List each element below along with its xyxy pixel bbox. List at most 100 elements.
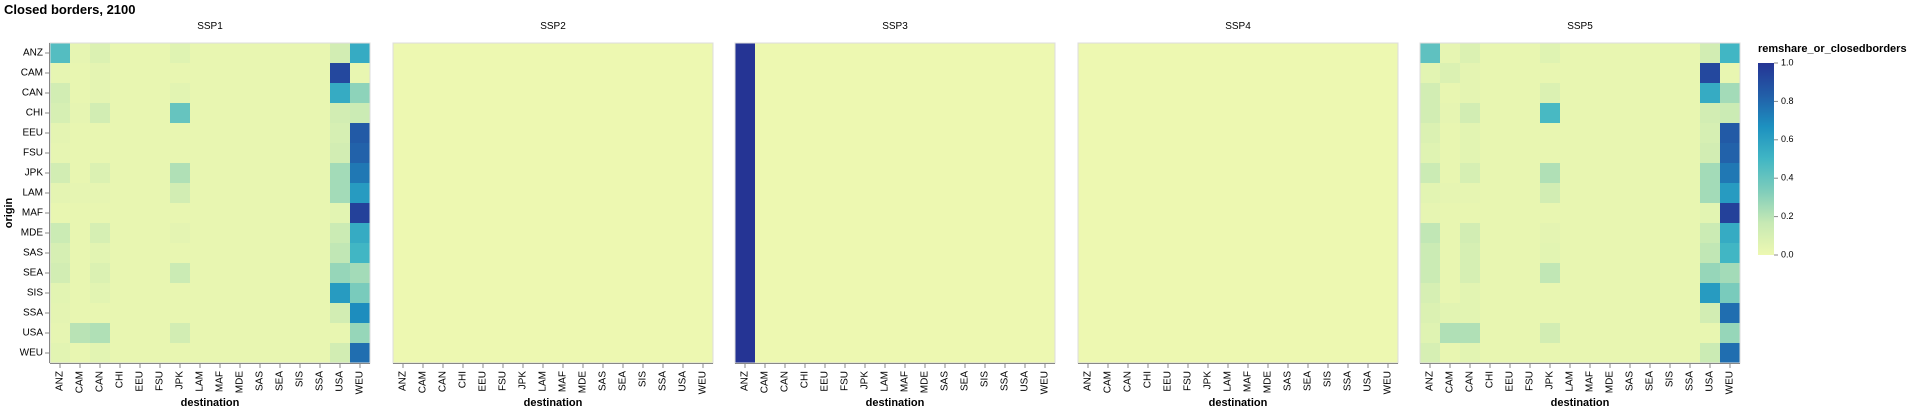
- heatmap-cell-sas-sas: [1620, 243, 1641, 264]
- heatmap-cell-weu-can: [1460, 343, 1481, 364]
- heatmap-cell-ssa-jpk: [513, 303, 534, 324]
- heatmap-cell-usa-ssa: [1680, 323, 1701, 344]
- x-tick-label: EEU: [478, 371, 489, 392]
- heatmap-cell-anz-sea: [1298, 43, 1319, 64]
- heatmap-cell-weu-ssa: [995, 343, 1016, 364]
- heatmap-cell-cam-eeu: [1158, 63, 1179, 84]
- heatmap-cell-maf-eeu: [815, 203, 836, 224]
- heatmap-cell-sas-sis: [975, 243, 996, 264]
- heatmap-cell-cam-ssa: [1680, 63, 1701, 84]
- heatmap-cell-eeu-ssa: [310, 123, 331, 144]
- heatmap-cell-ssa-chi: [453, 303, 474, 324]
- heatmap-cell-sis-anz: [50, 283, 71, 304]
- heatmap-cell-fsu-sis: [1318, 143, 1339, 164]
- heatmap-cell-sea-chi: [795, 263, 816, 284]
- heatmap-cell-anz-anz: [1420, 43, 1441, 64]
- heatmap-cell-fsu-chi: [1480, 143, 1501, 164]
- heatmap-cell-chi-cam: [1098, 103, 1119, 124]
- x-tick-label: SIS: [980, 371, 991, 387]
- heatmap-cell-fsu-chi: [453, 143, 474, 164]
- heatmap-cell-sas-sea: [1298, 243, 1319, 264]
- heatmap-cell-ssa-cam: [413, 303, 434, 324]
- heatmap-cell-ssa-sas: [1278, 303, 1299, 324]
- legend-tick-label: 0.4: [1781, 173, 1794, 183]
- heatmap-cell-weu-maf: [1580, 343, 1601, 364]
- heatmap-cell-can-fsu: [150, 83, 171, 104]
- heatmap-cell-eeu-fsu: [1178, 123, 1199, 144]
- heatmap-cell-eeu-fsu: [1520, 123, 1541, 144]
- heatmap-cell-lam-anz: [50, 183, 71, 204]
- heatmap-cell-mde-usa: [673, 223, 694, 244]
- heatmap-cell-usa-weu: [1035, 323, 1056, 344]
- heatmap-cell-fsu-maf: [1580, 143, 1601, 164]
- heatmap-cell-lam-cam: [1440, 183, 1461, 204]
- heatmap-cell-sis-mde: [573, 283, 594, 304]
- x-tick-label: MDE: [235, 371, 246, 394]
- heatmap-cell-eeu-anz: [1420, 123, 1441, 144]
- heatmap-cell-jpk-jpk: [1540, 163, 1561, 184]
- heatmap-cell-lam-ssa: [1680, 183, 1701, 204]
- heatmap-cell-weu-anz: [50, 343, 71, 364]
- heatmap-cell-weu-lam: [190, 343, 211, 364]
- heatmap-cell-maf-chi: [110, 203, 131, 224]
- heatmap-cell-mde-sea: [955, 223, 976, 244]
- heatmap-cell-ssa-usa: [1358, 303, 1379, 324]
- heatmap-cell-weu-sas: [935, 343, 956, 364]
- x-tick-label: FSU: [155, 371, 166, 391]
- heatmap-cell-anz-cam: [1098, 43, 1119, 64]
- x-axis-title: destination: [524, 397, 583, 409]
- heatmap-cell-sis-cam: [755, 283, 776, 304]
- heatmap-cell-sea-mde: [1258, 263, 1279, 284]
- heatmap-cell-usa-mde: [1600, 323, 1621, 344]
- heatmap-cell-usa-eeu: [473, 323, 494, 344]
- heatmap-cell-sas-maf: [895, 243, 916, 264]
- heatmap-cell-eeu-cam: [413, 123, 434, 144]
- heatmap-cell-jpk-anz: [1078, 163, 1099, 184]
- heatmap-cell-cam-can: [433, 63, 454, 84]
- heatmap-cell-jpk-anz: [1420, 163, 1441, 184]
- heatmap-cell-can-mde: [1600, 83, 1621, 104]
- heatmap-cell-anz-cam: [70, 43, 91, 64]
- heatmap-cell-sea-mde: [1600, 263, 1621, 284]
- heatmap-cell-usa-jpk: [170, 323, 191, 344]
- heatmap-cell-sis-sas: [593, 283, 614, 304]
- heatmap-cell-sas-ssa: [1680, 243, 1701, 264]
- heatmap-cell-sas-sis: [1318, 243, 1339, 264]
- heatmap-cell-fsu-anz: [393, 143, 414, 164]
- heatmap-cell-eeu-mde: [1258, 123, 1279, 144]
- heatmap-cell-anz-maf: [1580, 43, 1601, 64]
- heatmap-cell-mde-chi: [110, 223, 131, 244]
- heatmap-cell-ssa-mde: [1258, 303, 1279, 324]
- heatmap-cell-usa-jpk: [513, 323, 534, 344]
- heatmap-cell-chi-can: [433, 103, 454, 124]
- heatmap-cell-lam-jpk: [1198, 183, 1219, 204]
- heatmap-cell-cam-weu: [1720, 63, 1741, 84]
- heatmap-cell-lam-usa: [330, 183, 351, 204]
- heatmap-cell-jpk-jpk: [513, 163, 534, 184]
- heatmap-cell-anz-usa: [1015, 43, 1036, 64]
- heatmap-cell-sea-cam: [755, 263, 776, 284]
- heatmap-cell-eeu-anz: [1078, 123, 1099, 144]
- heatmap-cell-sea-cam: [1098, 263, 1119, 284]
- heatmap-cell-eeu-usa: [1700, 123, 1721, 144]
- heatmap-cell-ssa-can: [1460, 303, 1481, 324]
- heatmap-cell-chi-lam: [190, 103, 211, 124]
- heatmap-cell-maf-lam: [1560, 203, 1581, 224]
- heatmap-cells: [50, 43, 371, 364]
- heatmap-cell-sas-ssa: [1338, 243, 1359, 264]
- y-tick-label: USA: [22, 328, 43, 339]
- heatmap-cell-eeu-lam: [1560, 123, 1581, 144]
- heatmap-cell-lam-jpk: [1540, 183, 1561, 204]
- heatmap-cell-chi-fsu: [493, 103, 514, 124]
- heatmap-cell-chi-sea: [1298, 103, 1319, 124]
- heatmap-cell-can-usa: [1015, 83, 1036, 104]
- heatmap-cell-mde-weu: [350, 223, 371, 244]
- heatmap-cell-ssa-fsu: [1520, 303, 1541, 324]
- heatmap-cell-maf-jpk: [170, 203, 191, 224]
- heatmap-cell-usa-eeu: [130, 323, 151, 344]
- heatmap-cell-sas-jpk: [170, 243, 191, 264]
- heatmap-cell-sea-anz: [1078, 263, 1099, 284]
- heatmap-cell-cam-mde: [1258, 63, 1279, 84]
- heatmap-cell-sea-eeu: [1500, 263, 1521, 284]
- heatmap-cell-sas-mde: [230, 243, 251, 264]
